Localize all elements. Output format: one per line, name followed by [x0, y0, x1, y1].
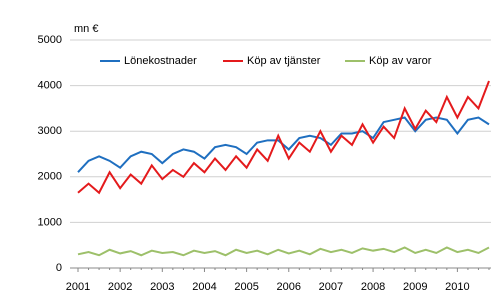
x-tick-label: 2002: [108, 281, 132, 293]
x-tick-label: 2009: [403, 281, 427, 293]
x-tick-label: 2010: [445, 281, 469, 293]
y-tick-label: 3000: [38, 125, 62, 137]
x-tick-label: 2003: [150, 281, 174, 293]
legend-label: Köp av varor: [369, 55, 432, 67]
x-tick-label: 2007: [319, 281, 343, 293]
series-line: [77, 80, 490, 195]
series-line: [77, 246, 490, 257]
y-tick-label: 5000: [38, 34, 62, 46]
y-axis-unit: mn €: [74, 23, 98, 35]
y-tick-label: 1000: [38, 216, 62, 228]
x-tick-label: 2008: [361, 281, 385, 293]
legend-label: Köp av tjänster: [247, 55, 321, 67]
x-tick-label: 2004: [192, 281, 216, 293]
y-tick-label: 2000: [38, 171, 62, 183]
x-tick-label: 2001: [66, 281, 90, 293]
legend-label: Lönekostnader: [124, 55, 197, 67]
y-tick-label: 4000: [38, 80, 62, 92]
x-tick-label: 2006: [277, 281, 301, 293]
x-tick-label: 2005: [234, 281, 258, 293]
y-tick-label: 0: [56, 262, 62, 274]
